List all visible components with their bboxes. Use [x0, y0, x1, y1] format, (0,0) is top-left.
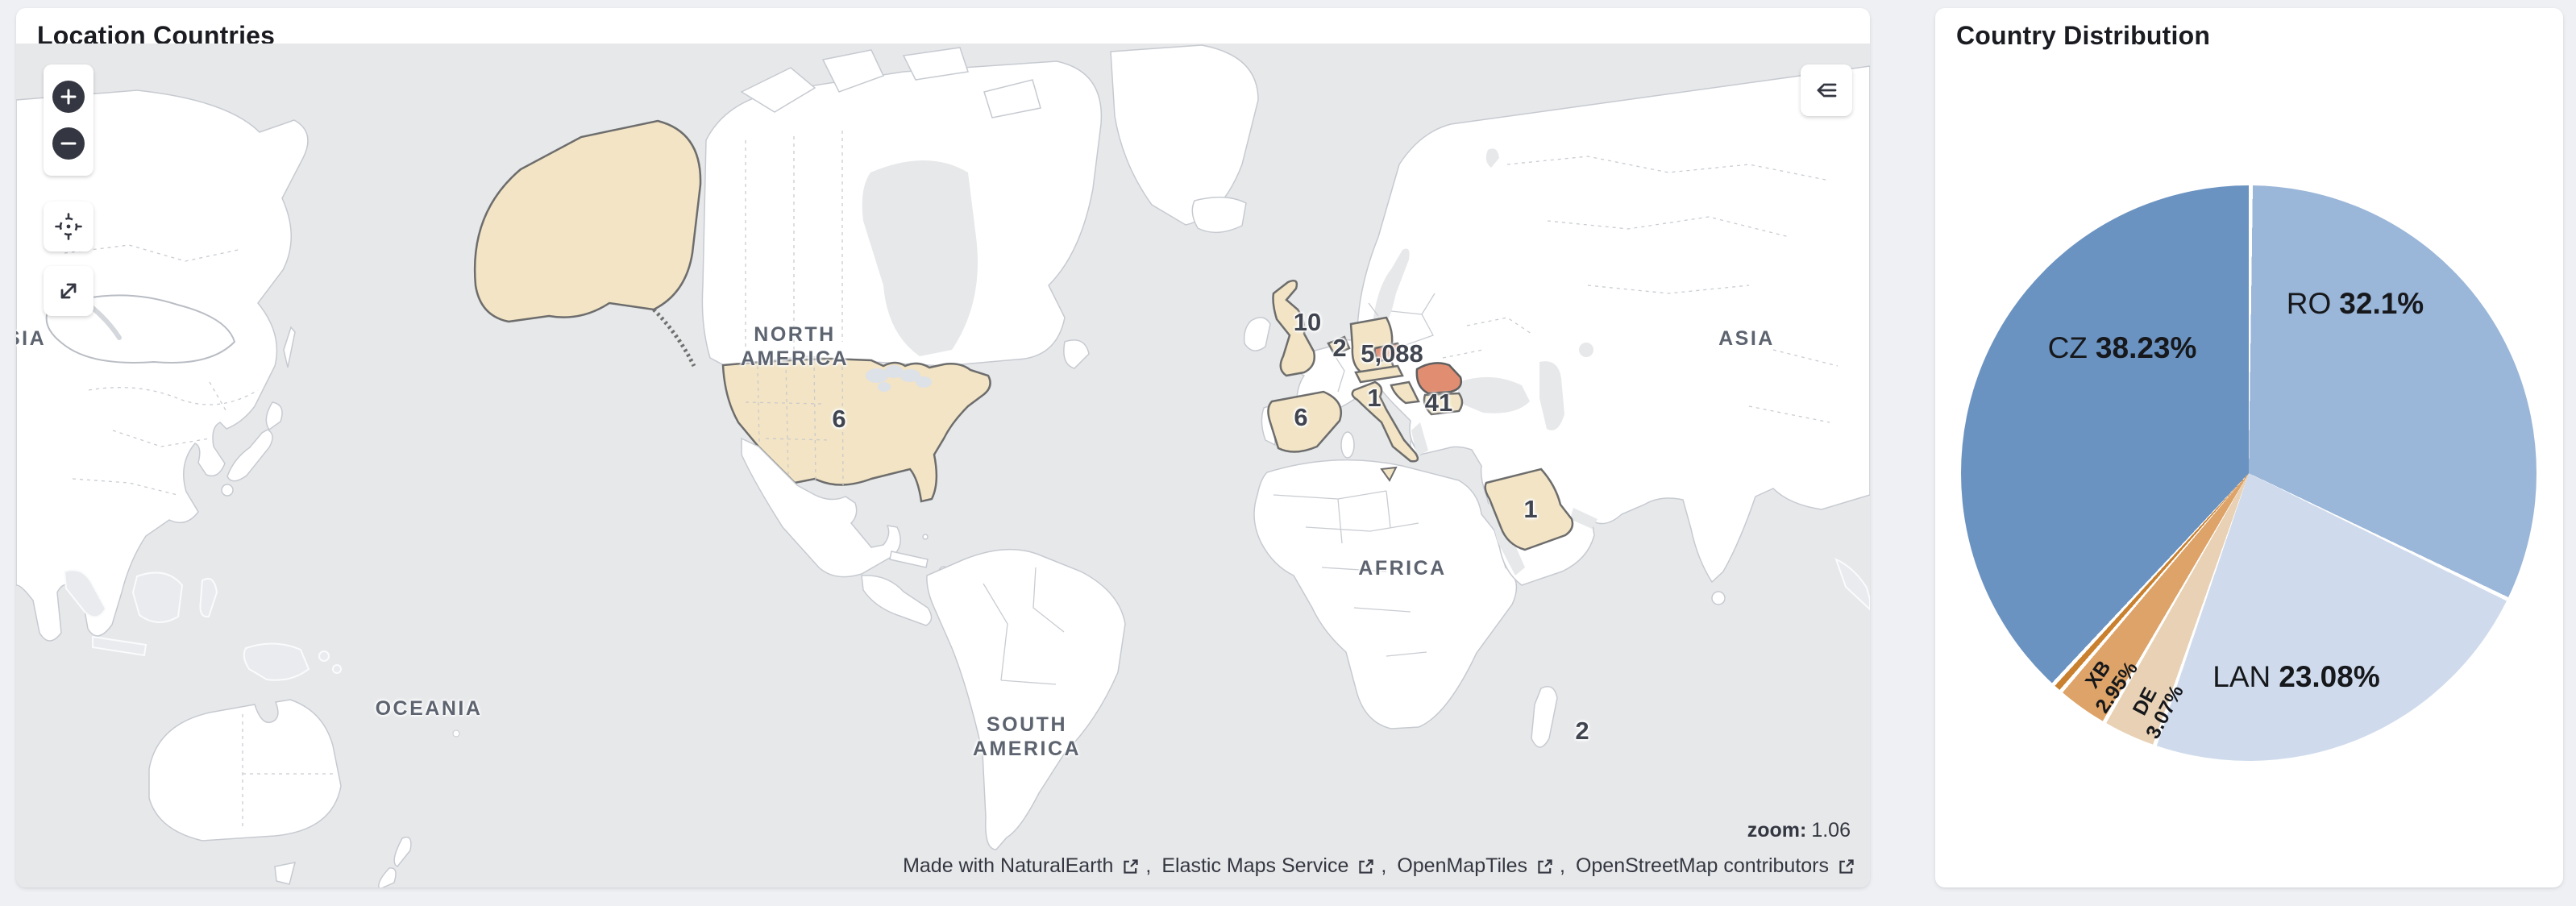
country-bulgaria — [1423, 392, 1464, 416]
landmass-australia — [148, 699, 460, 887]
landmass-indonesia — [63, 569, 342, 681]
fit-to-data-button[interactable] — [44, 266, 93, 316]
landmass-iceland — [1191, 196, 1247, 233]
continent-label-oceania: OCEANIA — [375, 697, 483, 720]
landmass-eurasia — [1290, 65, 1870, 605]
pie-panel: Country Distribution RO 32.1% CZ 38.23% LA… — [1935, 8, 2563, 887]
external-link-icon — [1839, 858, 1854, 874]
island-sardinia — [1340, 431, 1355, 459]
country-value-uk: 10 — [1293, 308, 1322, 336]
world-map-canvas — [16, 44, 1870, 887]
map-panel: Location Countries — [16, 8, 1870, 887]
country-value-italy: 1 — [1367, 384, 1381, 412]
choropleth-countries[interactable] — [1243, 280, 1574, 551]
crosshair-icon — [55, 213, 82, 240]
country-romania — [1415, 362, 1462, 395]
country-italy — [1351, 380, 1419, 463]
great-lakes — [866, 365, 932, 392]
zoom-control-group — [44, 64, 93, 176]
set-to-current-view-button[interactable] — [44, 202, 93, 251]
country-value-saudi-arabia: 1 — [1523, 495, 1538, 523]
country-value-romania: 41 — [1424, 389, 1453, 417]
zoom-indicator: zoom: 1.06 — [1747, 819, 1851, 842]
country-value-indian-ocean: 2 — [1575, 717, 1589, 745]
minus-icon — [60, 142, 77, 145]
attribution-link-openstreetmap[interactable]: OpenStreetMap contributors — [1575, 854, 1829, 877]
country-alaska[interactable] — [473, 119, 702, 368]
country-value-spain: 6 — [1294, 403, 1308, 431]
attribution-link-naturalearth[interactable]: NaturalEarth — [1000, 854, 1114, 877]
zoom-in-button[interactable] — [52, 81, 85, 113]
attribution-separator: , — [1145, 854, 1152, 877]
zoom-indicator-value: 1.06 — [1811, 819, 1851, 842]
landmass-sumatra-fragment — [1834, 558, 1870, 611]
landmass-japan — [221, 326, 296, 497]
country-austria — [1354, 364, 1404, 384]
continent-label-africa: AFRICA — [1358, 557, 1447, 580]
attribution-link-openmaptiles[interactable]: OpenMapTiles — [1397, 854, 1527, 877]
pie-label-lan: LAN 23.08% — [2212, 660, 2380, 693]
country-ireland — [1243, 317, 1271, 351]
landmass-south-america — [926, 548, 1126, 850]
attribution-prefix: Made with — [903, 854, 995, 877]
collapse-legend-button[interactable] — [1801, 64, 1852, 116]
attribution-separator: , — [1381, 854, 1387, 877]
pie-panel-title: Country Distribution — [1956, 21, 2211, 50]
pie-label-cz: CZ 38.23% — [2047, 331, 2197, 364]
landmass-canada — [701, 47, 1103, 369]
country-usa[interactable] — [721, 357, 991, 503]
zoom-out-button[interactable] — [52, 127, 85, 160]
country-uk — [1272, 280, 1315, 377]
landmass-africa — [1253, 459, 1558, 748]
country-saudi-arabia — [1484, 468, 1574, 551]
external-link-icon — [1124, 858, 1139, 874]
pie-chart-area: RO 32.1% CZ 38.23% LAN 23.08% XB 2.95% DE 3.0… — [1935, 8, 2563, 887]
continent-label-north-america: NORTH AMERICA — [740, 323, 850, 370]
country-czechia — [1373, 342, 1402, 363]
country-sicily — [1380, 466, 1398, 482]
country-spain — [1267, 390, 1342, 453]
pie-chart[interactable] — [1961, 185, 2537, 761]
plus-icon — [60, 89, 77, 105]
continent-label-asia: ASIA — [1718, 327, 1775, 350]
country-value-usa: 6 — [832, 405, 846, 433]
landmass-mexico — [741, 437, 966, 626]
country-value-belgium: 2 — [1332, 334, 1347, 362]
continent-label-asia-wrapped: SIA — [16, 327, 47, 350]
expand-diagonal-icon — [60, 283, 77, 299]
external-link-icon — [1359, 858, 1374, 874]
map-attribution: Made with NaturalEarth , Elastic Maps Se… — [903, 854, 1855, 878]
external-link-icon — [1538, 858, 1552, 874]
pie-label-ro: RO 32.1% — [2286, 287, 2424, 320]
country-croatia — [1390, 380, 1420, 405]
attribution-link-elastic-maps-service[interactable]: Elastic Maps Service — [1161, 854, 1349, 877]
country-value-czechia: 5,088 — [1361, 339, 1423, 368]
continent-label-south-america: SOUTH AMERICA — [972, 713, 1082, 760]
zoom-indicator-label: zoom: — [1747, 819, 1807, 842]
attribution-separator: , — [1559, 854, 1565, 877]
country-belgium — [1327, 335, 1351, 356]
collapse-legend-icon — [1817, 83, 1837, 98]
